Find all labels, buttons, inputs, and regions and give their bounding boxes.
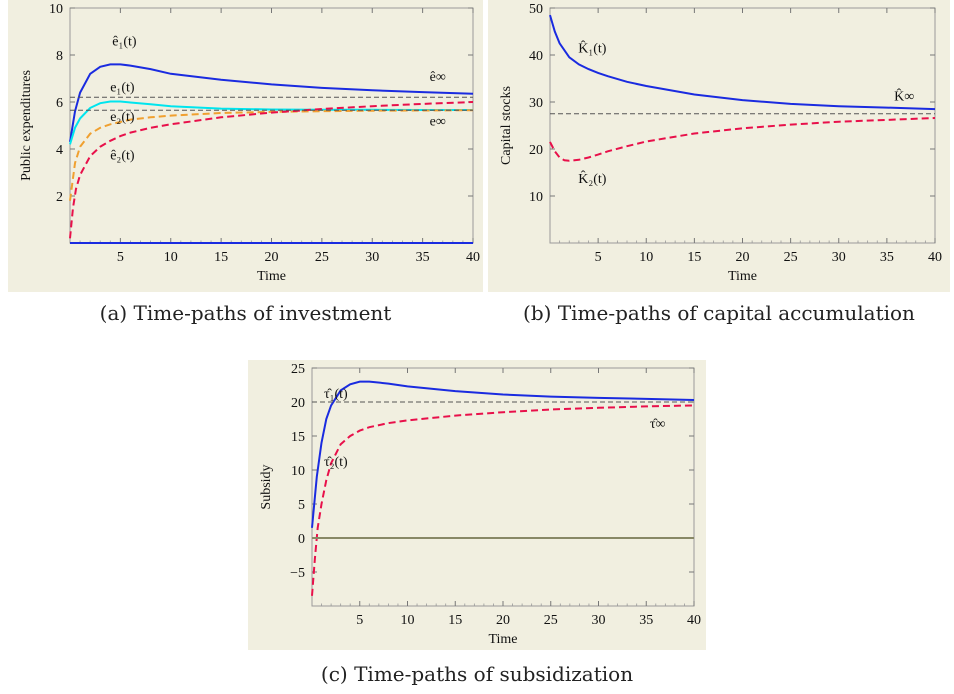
y-tick-label: 4 bbox=[56, 143, 63, 158]
x-tick-label: 25 bbox=[784, 250, 798, 265]
series-line-dashed-1 bbox=[311, 404, 695, 596]
x-tick-label: 30 bbox=[592, 613, 606, 628]
x-tick-label: 5 bbox=[595, 250, 602, 265]
chart-investment: 5 10 15 20 25 30 35 40 2 4 6 8 10 Time Public expendit… bbox=[8, 0, 483, 292]
x-tick-label: 20 bbox=[736, 250, 750, 265]
x-tick-label: 10 bbox=[164, 250, 178, 265]
y-tick-label: 30 bbox=[529, 96, 543, 111]
x-axis-label: Time bbox=[488, 632, 517, 647]
series-line-solid-0 bbox=[311, 380, 695, 528]
y-tick-label: 25 bbox=[291, 362, 305, 377]
x-tick-label: 40 bbox=[687, 613, 701, 628]
series-annotation-2: e₂(t) bbox=[110, 110, 135, 125]
caption-subsidy: (c) Time-paths of subsidization bbox=[320, 662, 634, 686]
x-tick-label: 30 bbox=[832, 250, 846, 265]
y-tick-label: −5 bbox=[290, 566, 305, 581]
x-tick-label: 35 bbox=[880, 250, 894, 265]
caption-capital: (b) Time-paths of capital accumulation bbox=[523, 301, 915, 325]
chart-investment-svg: 5 10 15 20 25 30 35 40 2 4 6 8 10 Time Public expendit… bbox=[8, 0, 483, 292]
series-annotation-1: K̂₂(t) bbox=[578, 170, 607, 187]
y-axis-label: Public expenditures bbox=[19, 70, 34, 181]
y-axis-label: Subsidy bbox=[259, 464, 274, 509]
y-tick-label: 20 bbox=[291, 396, 305, 411]
series-annotation-0: K̂₁(t) bbox=[578, 40, 607, 57]
x-tick-label: 15 bbox=[687, 250, 701, 265]
series-annotation-5: e∞ bbox=[430, 115, 446, 130]
series-annotation-1: e₁(t) bbox=[110, 80, 135, 95]
x-tick-label: 35 bbox=[639, 613, 653, 628]
panel-background bbox=[488, 0, 950, 292]
x-axis-label: Time bbox=[257, 269, 286, 284]
series-annotation-2: τ̂∞ bbox=[650, 417, 666, 432]
x-tick-label: 20 bbox=[265, 250, 279, 265]
x-tick-label: 25 bbox=[315, 250, 329, 265]
y-tick-label: 0 bbox=[298, 532, 305, 547]
y-tick-label: 15 bbox=[291, 430, 305, 445]
x-tick-label: 5 bbox=[356, 613, 363, 628]
series-line-solid-0 bbox=[69, 63, 474, 143]
series-annotation-2: K̂∞ bbox=[894, 88, 914, 105]
y-tick-label: 40 bbox=[529, 49, 543, 64]
x-tick-label: 40 bbox=[928, 250, 942, 265]
series-annotation-0: τ̂₁(t) bbox=[324, 387, 348, 402]
x-tick-label: 35 bbox=[416, 250, 430, 265]
series-line-dashed-2 bbox=[69, 109, 474, 201]
panel-background bbox=[248, 360, 706, 650]
series-line-solid-1 bbox=[69, 100, 473, 145]
x-tick-label: 10 bbox=[401, 613, 415, 628]
y-tick-label: 6 bbox=[56, 96, 63, 111]
x-tick-label: 30 bbox=[365, 250, 379, 265]
chart-capital-svg: 5 10 15 20 25 30 35 40 10 20 30 40 50 Time Capital sto… bbox=[488, 0, 950, 292]
y-tick-label: 10 bbox=[529, 190, 543, 205]
series-annotation-0: ê₁(t) bbox=[112, 35, 137, 50]
x-tick-label: 40 bbox=[466, 250, 480, 265]
chart-subsidy: 5 10 15 20 25 30 35 40 −5 0 5 10 15 20 25 Time Subsidy τ̂… bbox=[248, 360, 706, 650]
y-tick-label: 50 bbox=[529, 2, 543, 17]
series-line-dashed-1 bbox=[549, 117, 936, 162]
series-line-solid-0 bbox=[549, 14, 936, 111]
series-annotation-3: ê₂(t) bbox=[110, 149, 135, 164]
series-annotation-1: τ̂₂(t) bbox=[324, 455, 348, 470]
y-axis-label: Capital stocks bbox=[499, 86, 514, 165]
x-tick-label: 25 bbox=[544, 613, 558, 628]
caption-investment: (a) Time-paths of investment bbox=[99, 301, 392, 325]
y-tick-label: 8 bbox=[56, 49, 63, 64]
chart-capital: 5 10 15 20 25 30 35 40 10 20 30 40 50 Time Capital sto… bbox=[488, 0, 950, 292]
chart-subsidy-svg: 5 10 15 20 25 30 35 40 −5 0 5 10 15 20 25 Time Subsidy τ̂… bbox=[248, 360, 706, 650]
y-tick-label: 5 bbox=[298, 498, 305, 513]
series-line-dashed-3 bbox=[69, 101, 474, 239]
y-tick-label: 10 bbox=[49, 2, 63, 17]
x-tick-label: 10 bbox=[639, 250, 653, 265]
x-tick-label: 5 bbox=[117, 250, 124, 265]
x-tick-label: 20 bbox=[496, 613, 510, 628]
y-tick-label: 2 bbox=[56, 190, 63, 205]
series-annotation-4: ê∞ bbox=[430, 70, 446, 85]
x-tick-label: 15 bbox=[214, 250, 228, 265]
y-tick-label: 20 bbox=[529, 143, 543, 158]
panel-background bbox=[8, 0, 483, 292]
x-axis-label: Time bbox=[728, 269, 757, 284]
y-tick-label: 10 bbox=[291, 464, 305, 479]
x-tick-label: 15 bbox=[448, 613, 462, 628]
